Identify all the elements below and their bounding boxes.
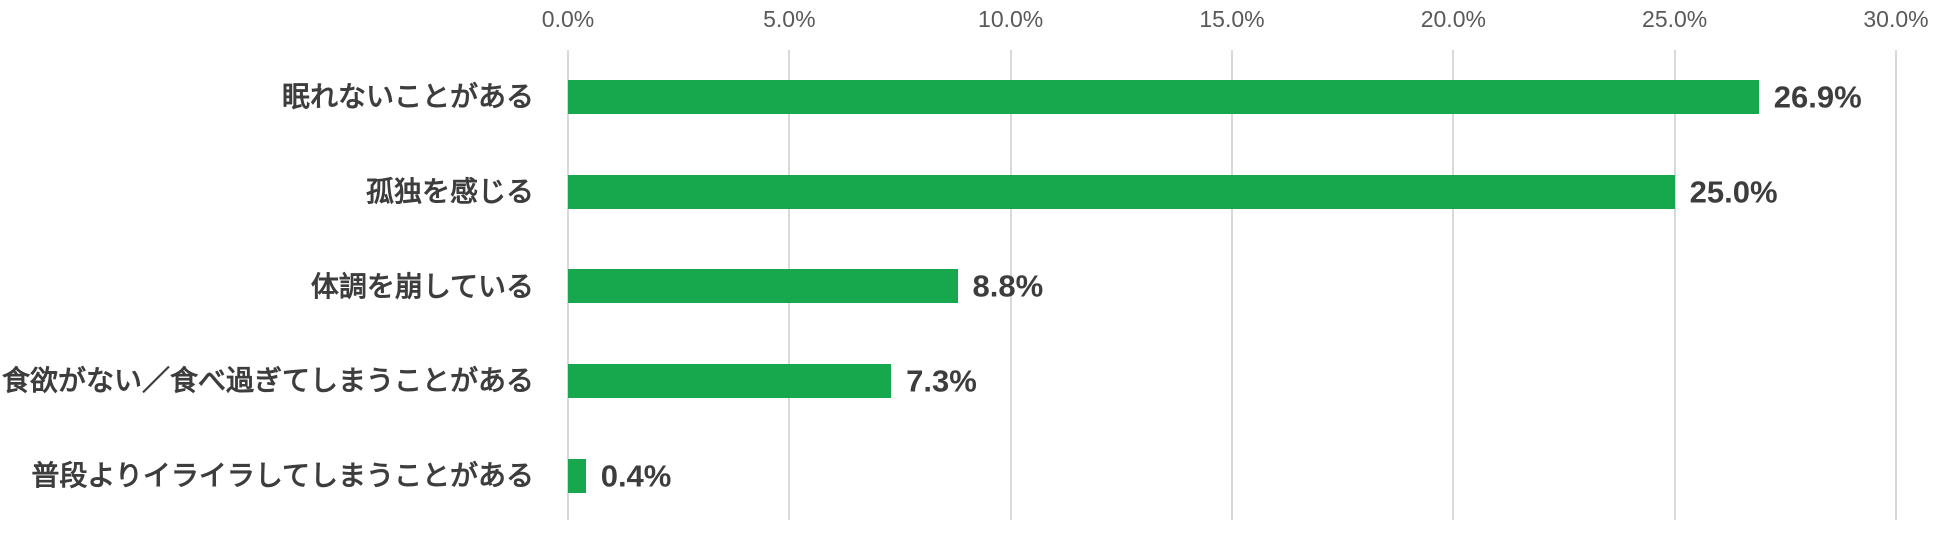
bar-value-label: 26.9% — [1773, 79, 1862, 115]
category-label: 普段よりイライラしてしまうことがある — [31, 459, 534, 491]
bar-row: 8.8% — [568, 239, 1896, 334]
bar-value-label: 8.8% — [972, 268, 1044, 304]
x-axis: 0.0% 5.0% 10.0% 15.0% 20.0% 25.0% 30.0% — [542, 0, 1929, 46]
bar — [568, 458, 586, 493]
x-tick-label: 20.0% — [1420, 6, 1486, 32]
plot-area: 26.9% 25.0% 8.8% 7.3% 0.4% — [567, 50, 1897, 523]
bar-row: 0.4% — [568, 428, 1896, 523]
bar-row: 7.3% — [568, 334, 1896, 429]
bar-value-label: 25.0% — [1689, 174, 1778, 210]
x-tick-label: 5.0% — [763, 6, 816, 32]
gridline — [1231, 50, 1233, 520]
category-label: 体調を崩している — [310, 270, 534, 302]
x-tick-label: 30.0% — [1863, 6, 1929, 32]
gridline — [1009, 50, 1012, 520]
bar — [568, 269, 958, 304]
x-tick-label: 0.0% — [541, 6, 595, 32]
gridline — [1452, 50, 1455, 520]
category-label: 食欲がない／食べ過ぎてしまうことがある — [1, 365, 534, 397]
category-label: 眠れないことがある — [281, 81, 534, 113]
bar — [568, 174, 1675, 209]
x-tick-label: 25.0% — [1642, 6, 1708, 32]
x-tick-label: 10.0% — [978, 6, 1044, 32]
bar-row: 26.9% — [568, 50, 1896, 145]
category-label: 孤独を感じる — [365, 176, 534, 208]
bar-rows: 26.9% 25.0% 8.8% 7.3% 0.4% — [568, 50, 1896, 523]
gridline — [1895, 50, 1897, 520]
bar — [568, 80, 1759, 115]
bar-value-label: 7.3% — [906, 363, 977, 399]
gridline — [1673, 50, 1676, 520]
category-labels: 眠れないことがある孤独を感じる体調を崩している食欲がない／食べ過ぎてしまうことが… — [0, 50, 534, 523]
bar-row: 25.0% — [568, 145, 1896, 240]
bar — [568, 364, 892, 399]
x-tick-label: 15.0% — [1199, 6, 1265, 32]
bar-value-label: 0.4% — [600, 458, 672, 494]
